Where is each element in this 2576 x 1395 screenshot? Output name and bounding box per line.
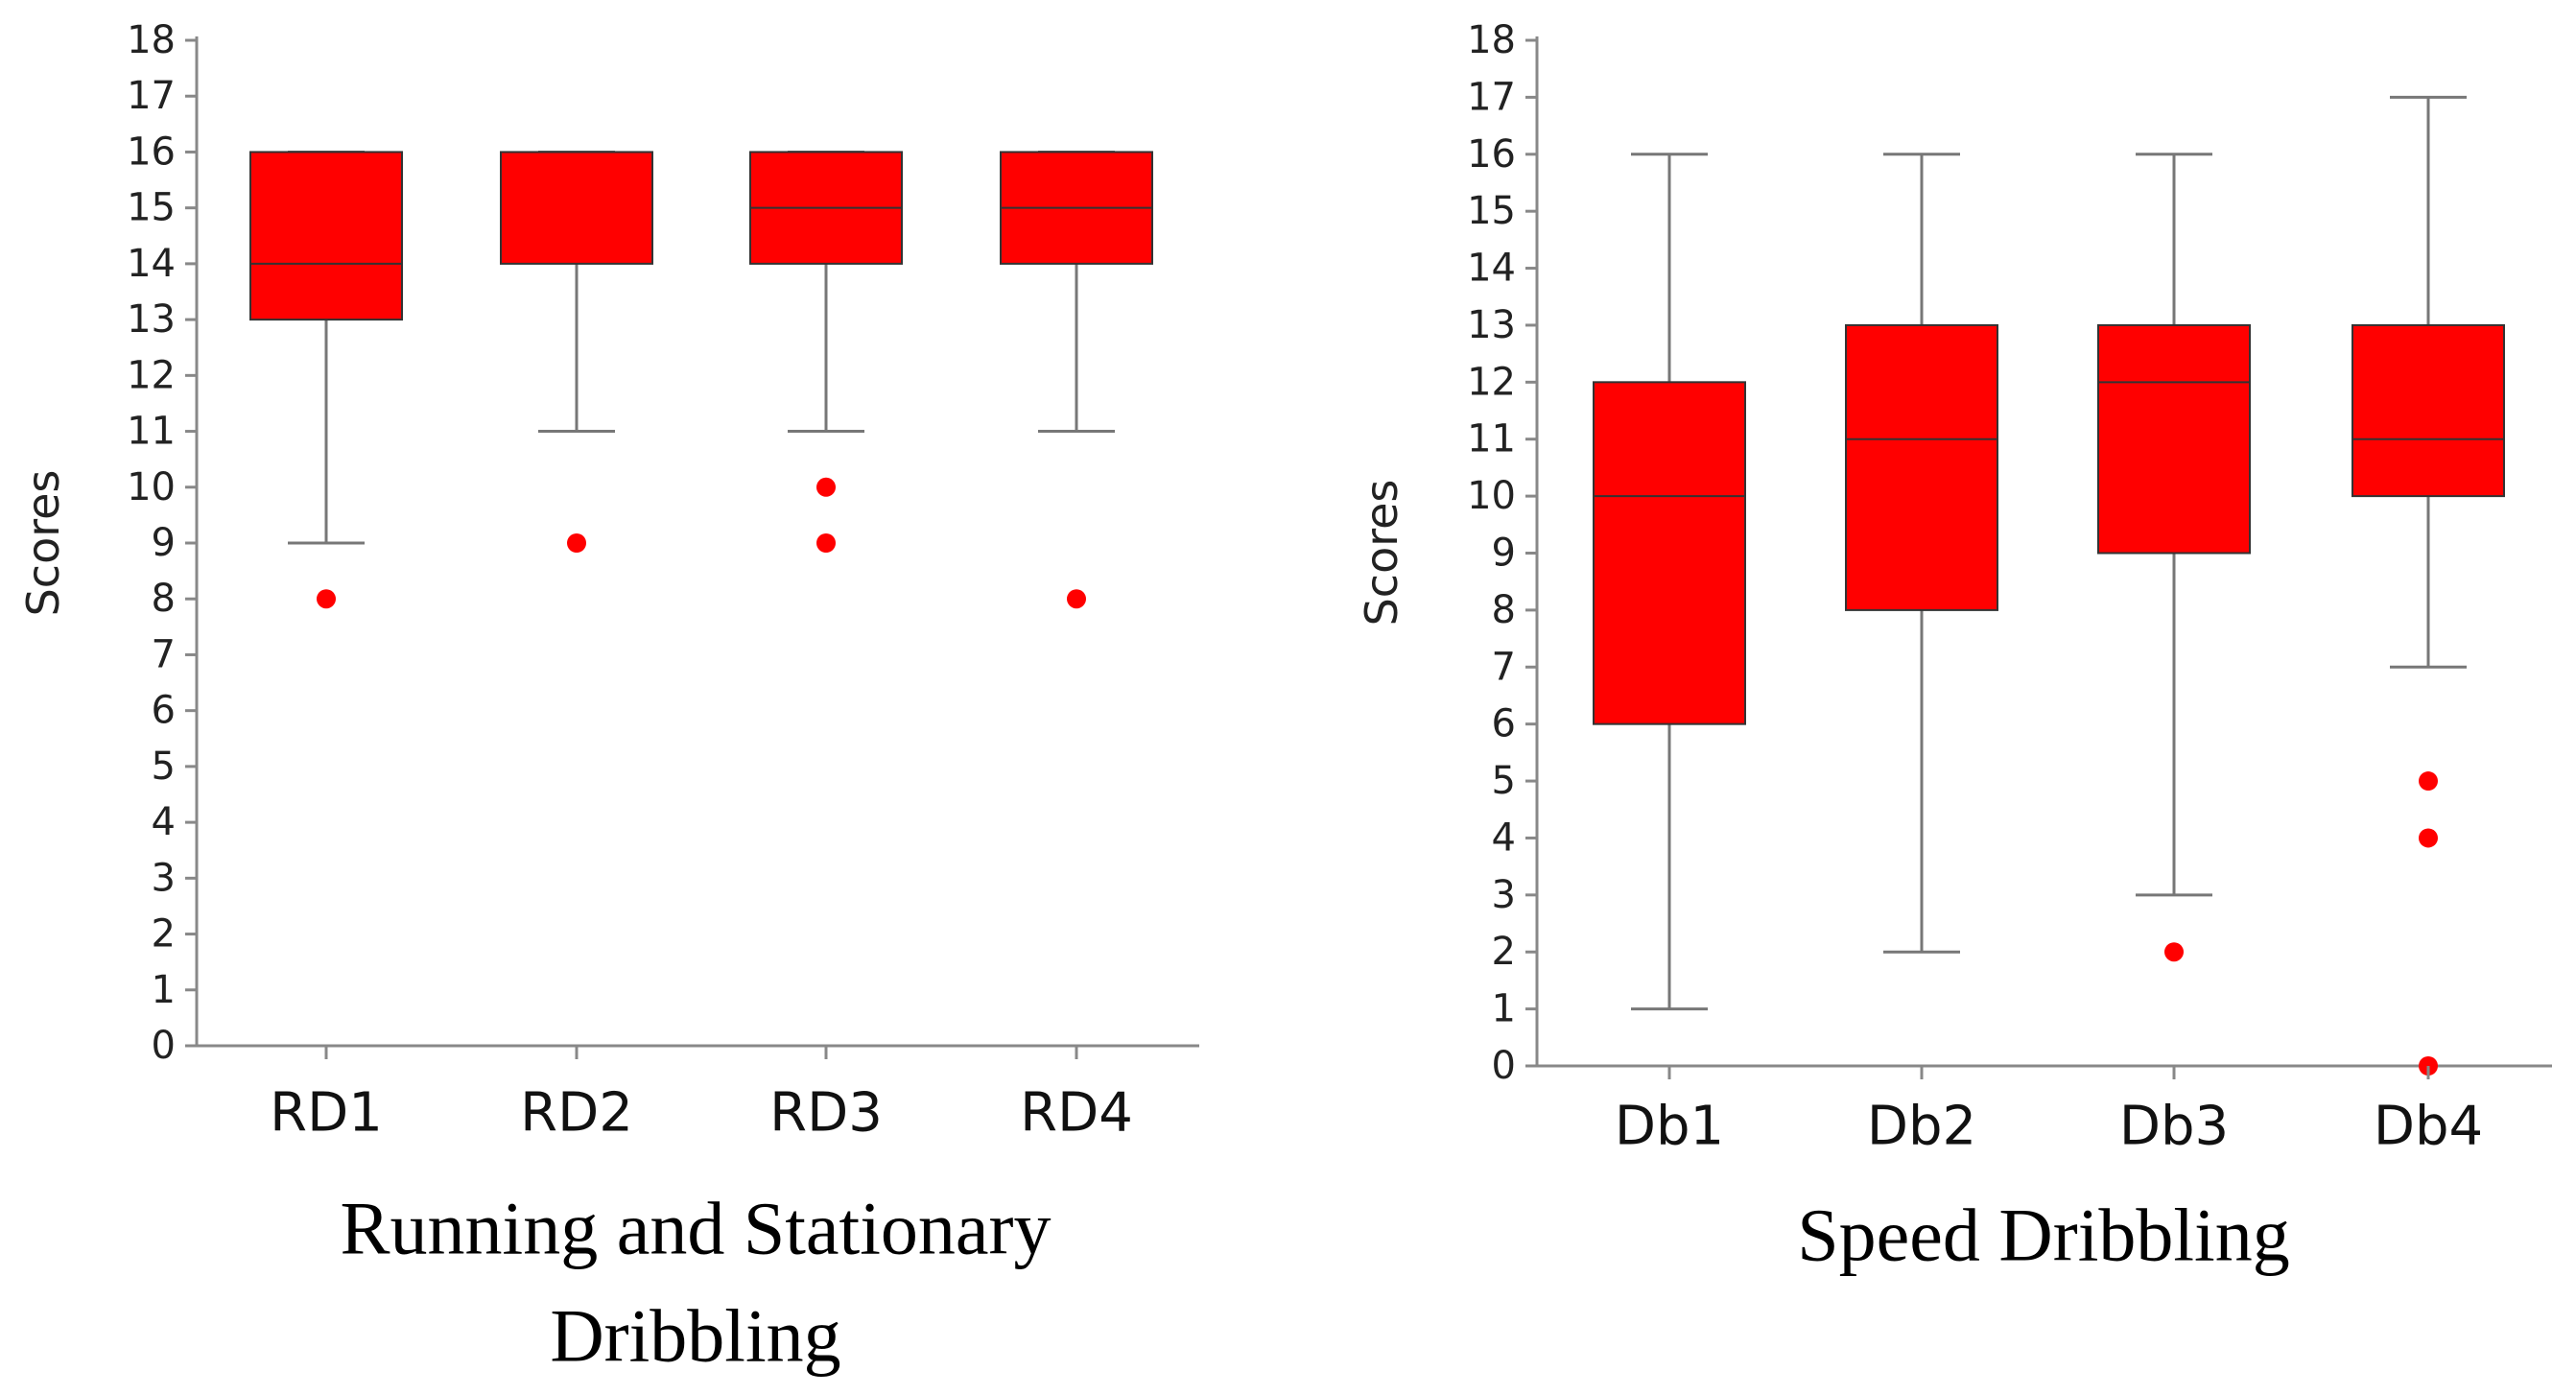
x-tick-label: Db3 <box>2119 1096 2229 1158</box>
y-tick-label: 10 <box>1467 474 1516 518</box>
y-tick-label: 12 <box>1467 360 1516 404</box>
y-tick-label: 8 <box>152 577 176 621</box>
x-tick-label: RD2 <box>520 1082 633 1145</box>
iqr-box <box>1845 323 1998 611</box>
outlier-point <box>2164 942 2184 962</box>
y-tick-label: 12 <box>127 353 176 397</box>
outlier-point <box>1067 589 1086 609</box>
y-tick-label: 4 <box>152 800 176 844</box>
y-tick-label: 1 <box>152 968 176 1012</box>
y-tick-label: 3 <box>152 856 176 900</box>
y-tick-label: 16 <box>1467 132 1516 177</box>
y-tick-label: 3 <box>1492 873 1516 917</box>
outlier-point <box>567 533 586 553</box>
y-tick-label: 1 <box>1492 987 1516 1031</box>
x-tick-label: RD3 <box>769 1082 883 1145</box>
y-tick-label: 11 <box>127 410 176 454</box>
outlier-point <box>2419 828 2438 848</box>
y-tick-label: 15 <box>1467 189 1516 233</box>
y-tick-label: 2 <box>152 912 176 957</box>
box-db1 <box>1593 153 1746 1011</box>
y-tick-label: 7 <box>152 632 176 676</box>
y-tick-label: 15 <box>127 186 176 230</box>
x-tick-label: Db4 <box>2374 1096 2483 1158</box>
iqr-box <box>1593 381 1746 725</box>
y-tick-label: 4 <box>1492 816 1516 860</box>
box-rd2 <box>500 150 653 553</box>
x-tick-label: RD1 <box>270 1082 383 1145</box>
box-db4 <box>2351 95 2505 1076</box>
chart-title-line: Dribbling <box>550 1294 840 1378</box>
y-tick-label: 6 <box>1492 702 1516 746</box>
iqr-box <box>249 151 403 321</box>
y-tick-label: 7 <box>1492 645 1516 689</box>
y-tick-label: 10 <box>127 465 176 509</box>
box-rd1 <box>249 150 403 609</box>
iqr-box <box>2097 323 2251 555</box>
x-tick-label: Db2 <box>1867 1096 1976 1158</box>
y-tick-label: 0 <box>152 1024 176 1068</box>
box-rd4 <box>1000 150 1153 609</box>
y-tick-label: 14 <box>127 242 176 286</box>
outlier-point <box>816 477 836 497</box>
y-tick-label: 17 <box>127 74 176 118</box>
y-axis-label: Scores <box>17 470 69 617</box>
iqr-box <box>500 151 653 265</box>
y-tick-label: 11 <box>1467 417 1516 461</box>
y-tick-label: 9 <box>152 521 176 565</box>
y-tick-label: 16 <box>127 130 176 174</box>
y-tick-label: 2 <box>1492 930 1516 974</box>
y-axis-label: Scores <box>1356 480 1407 627</box>
x-tick-label: Db1 <box>1615 1096 1724 1158</box>
y-tick-label: 18 <box>1467 18 1516 62</box>
y-tick-label: 13 <box>127 297 176 342</box>
x-tick-label: RD4 <box>1020 1082 1133 1145</box>
y-tick-label: 17 <box>1467 75 1516 119</box>
y-tick-label: 5 <box>152 745 176 789</box>
outlier-point <box>816 533 836 553</box>
y-tick-label: 5 <box>1492 759 1516 803</box>
y-tick-label: 9 <box>1492 532 1516 576</box>
y-tick-label: 14 <box>1467 247 1516 291</box>
y-tick-label: 13 <box>1467 303 1516 347</box>
chart-title-line: Running and Stationary <box>341 1187 1052 1270</box>
y-tick-label: 8 <box>1492 588 1516 632</box>
outlier-point <box>317 589 336 609</box>
y-tick-label: 18 <box>127 18 176 62</box>
outlier-point <box>2419 771 2438 792</box>
y-tick-label: 0 <box>1492 1044 1516 1088</box>
iqr-box <box>2351 323 2505 498</box>
box-db2 <box>1845 153 1998 954</box>
y-tick-label: 6 <box>152 689 176 733</box>
box-rd3 <box>749 150 903 553</box>
box-db3 <box>2097 153 2251 962</box>
chart-title-line: Speed Dribbling <box>1797 1194 2289 1277</box>
